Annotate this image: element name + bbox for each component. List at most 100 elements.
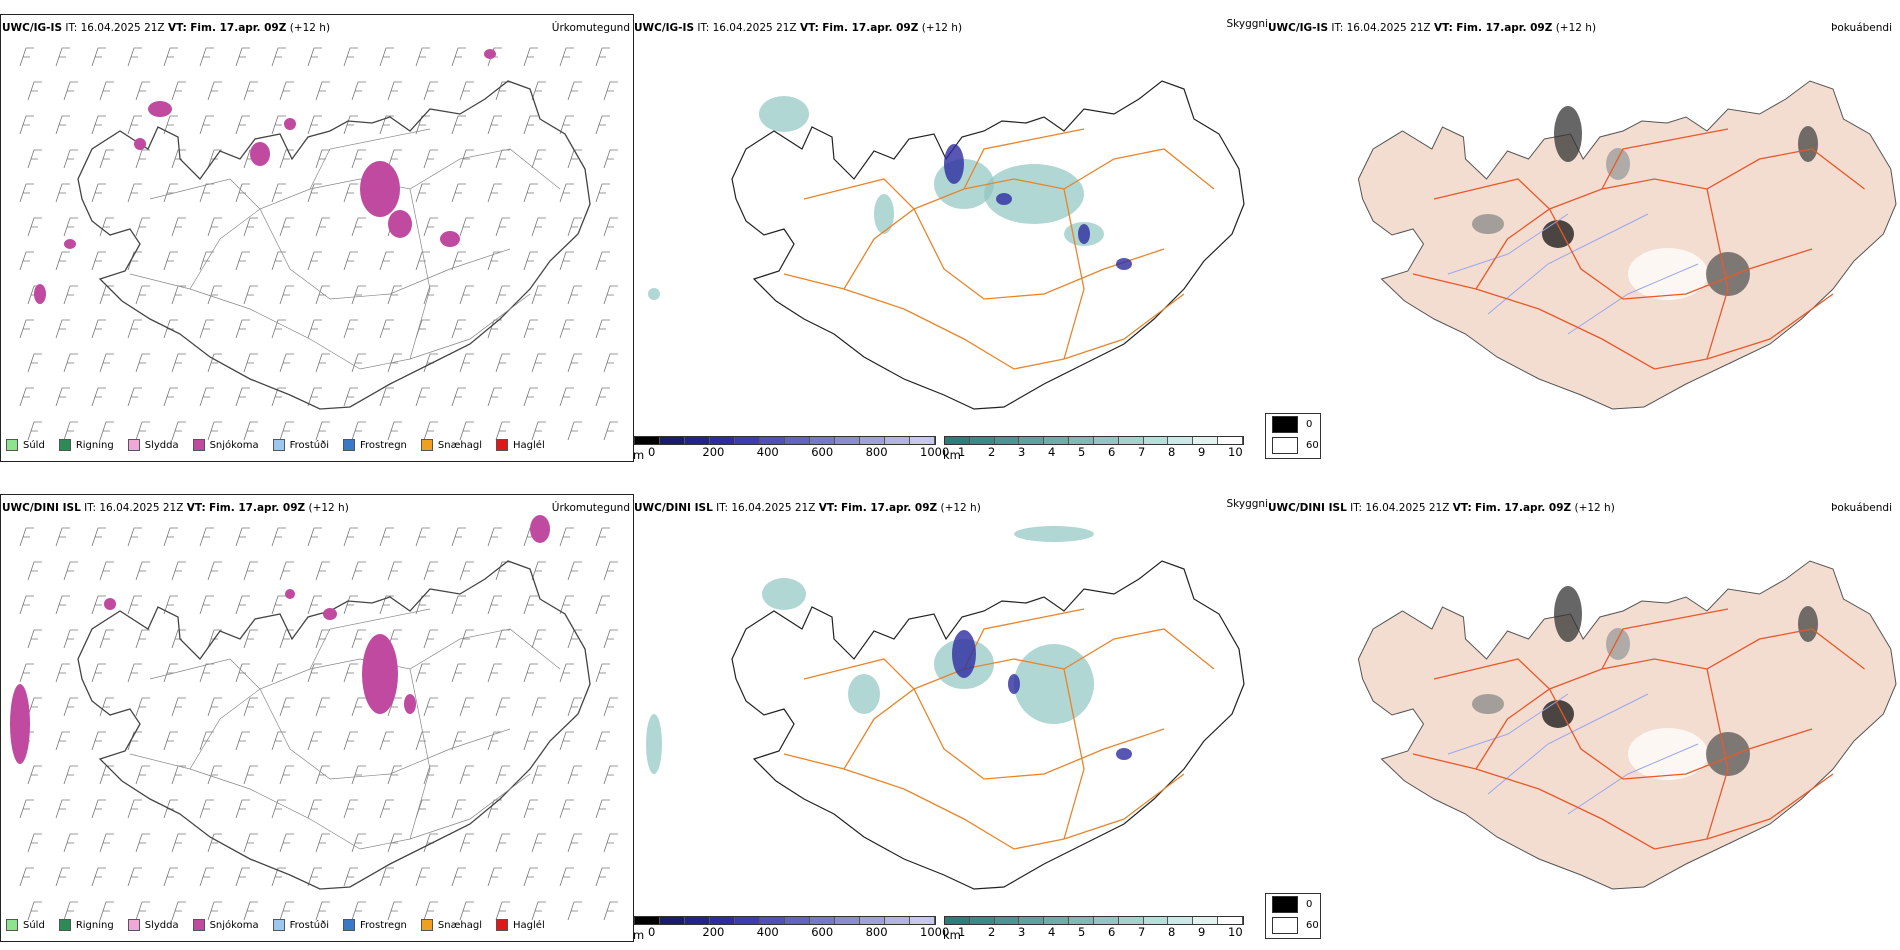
- wind-barb: [27, 833, 42, 853]
- wind-barb: [343, 595, 358, 615]
- colorbar-tick: 200: [702, 445, 725, 459]
- wind-barb: [271, 731, 286, 751]
- wind-barb: [423, 149, 438, 169]
- wind-barb: [531, 901, 546, 921]
- wind-barb: [487, 663, 502, 683]
- wind-barb: [379, 731, 394, 751]
- wind-barb: [343, 115, 358, 135]
- wind-barb: [127, 595, 142, 615]
- wind-barb: [387, 81, 402, 101]
- visibility-area: [1014, 526, 1094, 542]
- wind-barb: [423, 765, 438, 785]
- fog-area: [1472, 214, 1504, 234]
- wind-barb: [279, 421, 294, 441]
- colorbar-tick: 1000: [920, 445, 950, 459]
- wind-barb: [451, 731, 466, 751]
- colorbar-tick: 1: [958, 445, 966, 459]
- cloud-map: [648, 80, 1245, 410]
- low-ceiling-area: [1116, 748, 1132, 760]
- visibility-area: [874, 194, 894, 234]
- wind-barb: [451, 867, 466, 887]
- colorbar-cell: [945, 437, 970, 444]
- legend-item: Frostregn: [343, 439, 407, 451]
- wind-barb: [163, 595, 178, 615]
- colorbar-cell: [945, 917, 970, 924]
- colorbar-tick: 400: [756, 445, 779, 459]
- wind-barb: [55, 115, 70, 135]
- wind-barb: [351, 629, 366, 649]
- colorbar-tick: 2: [988, 445, 996, 459]
- wind-barb: [379, 115, 394, 135]
- colorbar-cell: [994, 917, 1020, 924]
- colorbar-tick: 7: [1138, 445, 1146, 459]
- legend-item: Snjókoma: [192, 919, 259, 931]
- panel-name: Úrkomutegund: [551, 22, 630, 34]
- visibility-area: [762, 578, 806, 610]
- colorbar-cell: [1019, 437, 1045, 444]
- wind-barb: [351, 149, 366, 169]
- wind-barb: [451, 183, 466, 203]
- wind-barb: [163, 251, 178, 271]
- wind-barb: [307, 731, 322, 751]
- wind-barb: [127, 183, 142, 203]
- wind-barb: [559, 663, 574, 683]
- wind-barb: [19, 251, 34, 271]
- wind-barb: [387, 285, 402, 305]
- wind-barb: [523, 47, 538, 67]
- legend-swatch: [420, 919, 433, 931]
- wind-barb: [595, 47, 610, 67]
- panel-name: Þokuábendi: [1831, 22, 1892, 34]
- colorbar-ticks: 1 2 3 4 5 6 7 8 9 10: [944, 445, 1244, 459]
- wind-barb: [163, 387, 178, 407]
- snow-area: [284, 118, 296, 130]
- wind-barb: [343, 319, 358, 339]
- wind-barb: [451, 47, 466, 67]
- wind-barb: [307, 663, 322, 683]
- lead-time: (+12 h): [1555, 22, 1597, 34]
- wind-barb: [495, 901, 510, 921]
- wind-barb: [523, 731, 538, 751]
- wind-barb: [27, 217, 42, 237]
- legend-label: Frostúði: [289, 439, 329, 451]
- legend-label: Slydda: [144, 439, 179, 451]
- wind-barb: [63, 285, 78, 305]
- colorbar-tick: 600: [811, 925, 834, 939]
- wind-barb: [55, 731, 70, 751]
- colorbar-cell: [660, 437, 685, 444]
- wind-barb: [199, 527, 214, 547]
- wind-barb: [271, 527, 286, 547]
- fog-area: [1706, 252, 1750, 296]
- wind-barb: [99, 629, 114, 649]
- wind-barb: [315, 833, 330, 853]
- wind-barb: [135, 421, 150, 441]
- wind-barb: [451, 663, 466, 683]
- wind-barb: [531, 81, 546, 101]
- wind-barb: [171, 833, 186, 853]
- colorbar-tick: 4: [1048, 925, 1056, 939]
- wind-barb: [415, 183, 430, 203]
- wind-barb: [307, 183, 322, 203]
- colorbar-cell: [1118, 917, 1144, 924]
- wind-barb: [135, 697, 150, 717]
- wind-barb: [19, 183, 34, 203]
- wind-barb: [307, 867, 322, 887]
- wind-barb: [55, 319, 70, 339]
- precip-panel-row2: UWC/DINI ISL IT: 16.04.2025 21Z VT: Fim.…: [0, 494, 634, 942]
- colorbar-unit: km: [943, 928, 961, 942]
- legend-item: Súld: [6, 919, 45, 931]
- fog-area: [1798, 126, 1818, 162]
- wind-barb: [531, 285, 546, 305]
- colorbar-cell: [660, 917, 685, 924]
- snow-area: [134, 138, 146, 150]
- snow-area: [148, 101, 172, 117]
- wind-barb: [315, 901, 330, 921]
- wind-barb: [135, 561, 150, 581]
- snow-area: [104, 598, 116, 610]
- wind-barb: [279, 81, 294, 101]
- colorbar-cell: [1143, 437, 1169, 444]
- legend-label: Slydda: [144, 919, 179, 931]
- wind-barb: [243, 765, 258, 785]
- wind-barb: [19, 115, 34, 135]
- wind-barb: [487, 115, 502, 135]
- wind-barb: [415, 47, 430, 67]
